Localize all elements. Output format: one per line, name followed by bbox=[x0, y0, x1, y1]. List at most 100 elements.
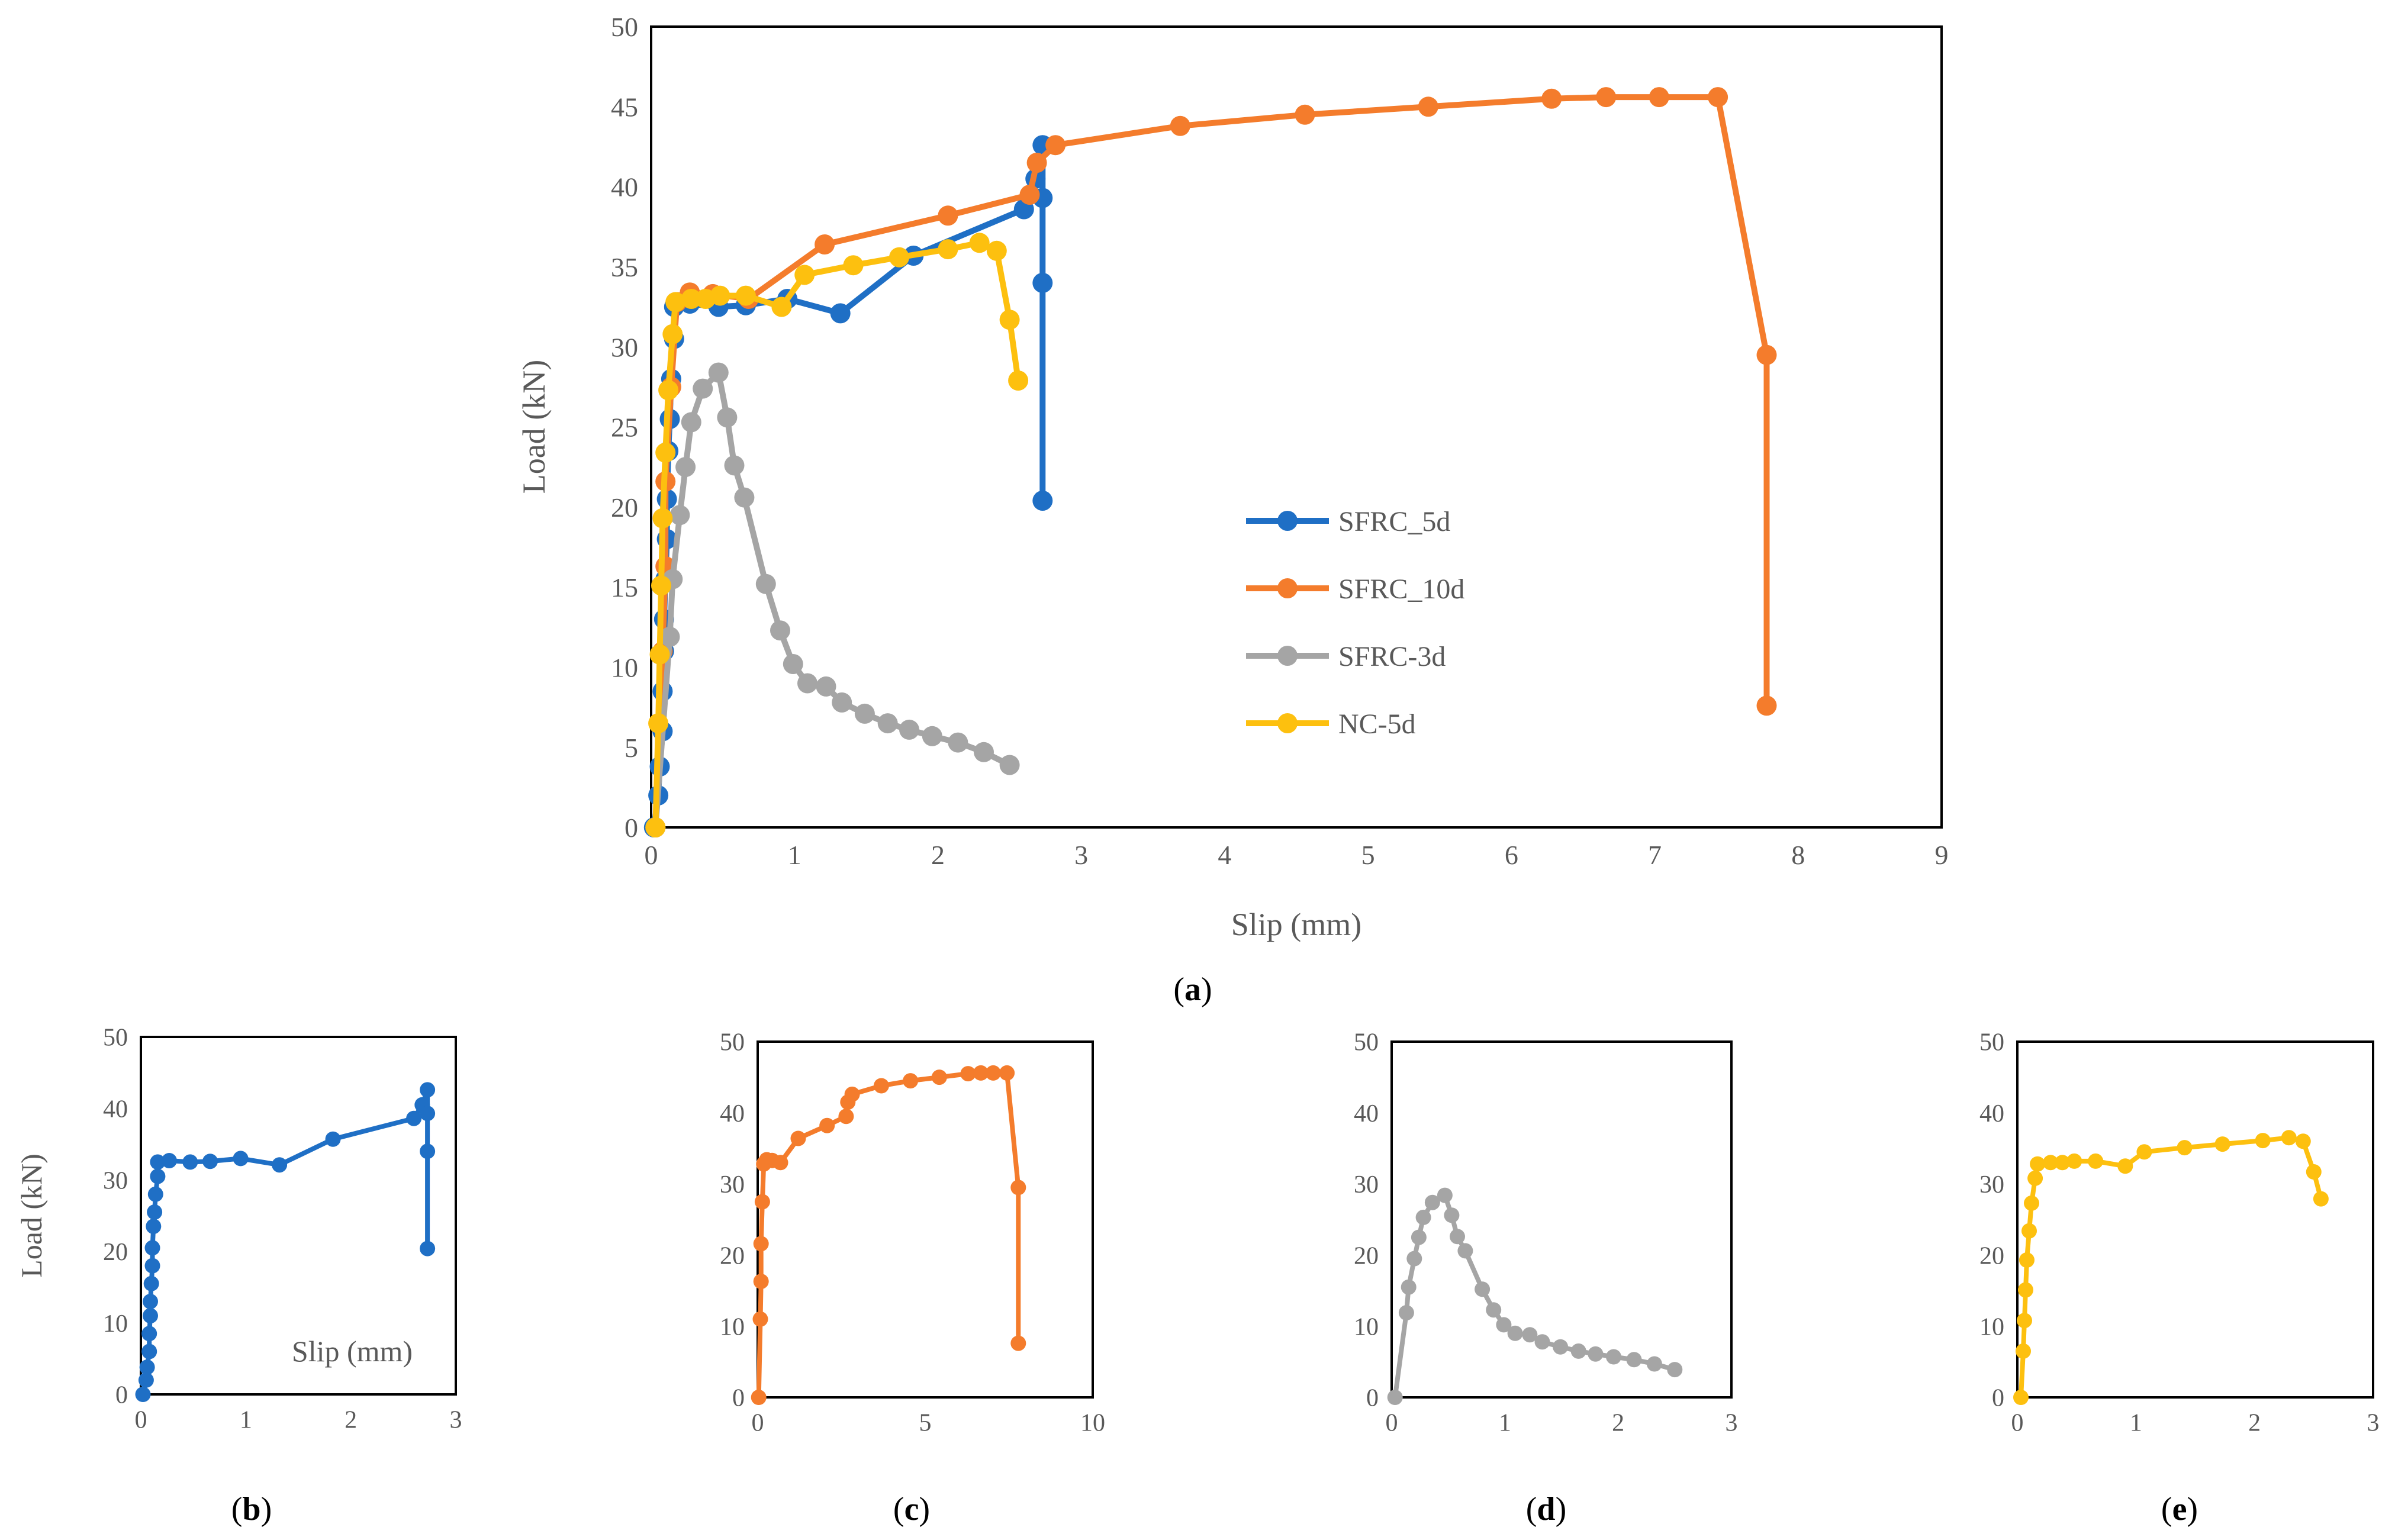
x-tick-label: 1 bbox=[788, 840, 801, 870]
data-point bbox=[2214, 1136, 2230, 1152]
y-tick-label: 30 bbox=[720, 1171, 745, 1199]
data-point bbox=[662, 324, 683, 344]
data-point bbox=[143, 1308, 158, 1324]
data-point bbox=[708, 362, 729, 383]
data-point bbox=[819, 1117, 835, 1133]
legend-swatch-marker bbox=[1277, 646, 1298, 666]
y-tick-label: 30 bbox=[1979, 1171, 2004, 1199]
x-tick-label: 5 bbox=[919, 1410, 932, 1437]
data-point bbox=[783, 654, 803, 674]
series-line bbox=[652, 369, 1013, 830]
data-point bbox=[144, 1240, 160, 1256]
panel-label-letter: c bbox=[904, 1491, 919, 1528]
data-point bbox=[648, 713, 669, 734]
y-tick-label: 40 bbox=[103, 1096, 128, 1123]
y-tick-label: 30 bbox=[103, 1167, 128, 1194]
panel-label-close: ) bbox=[919, 1491, 930, 1528]
y-tick-label: 40 bbox=[611, 172, 638, 202]
x-tick-label: 9 bbox=[1935, 840, 1949, 870]
data-point bbox=[2088, 1153, 2104, 1169]
y-tick-label: 10 bbox=[1979, 1314, 2004, 1341]
data-point bbox=[752, 1311, 768, 1327]
x-tick-label: 2 bbox=[345, 1407, 357, 1434]
panel-label-open: ( bbox=[1173, 971, 1184, 1008]
x-tick-label: 1 bbox=[240, 1407, 252, 1434]
series-line bbox=[652, 94, 1770, 830]
data-point bbox=[1596, 87, 1617, 108]
data-point bbox=[2018, 1282, 2033, 1298]
panel-label-close: ) bbox=[261, 1491, 272, 1528]
data-point bbox=[1667, 1362, 1683, 1378]
y-tick-label: 50 bbox=[1354, 1029, 1379, 1056]
data-point bbox=[649, 644, 670, 665]
data-point bbox=[938, 205, 958, 226]
data-point bbox=[1606, 1349, 1621, 1365]
data-point bbox=[141, 1344, 157, 1359]
x-tick-label: 0 bbox=[2011, 1410, 2024, 1437]
x-tick-label: 1 bbox=[2130, 1410, 2142, 1437]
x-tick-label: 3 bbox=[1074, 840, 1088, 870]
data-point bbox=[1418, 96, 1438, 117]
data-point bbox=[717, 407, 738, 428]
y-tick-label: 0 bbox=[1366, 1385, 1379, 1412]
x-tick-label: 2 bbox=[2248, 1410, 2261, 1437]
panel-label-letter: a bbox=[1184, 971, 1201, 1008]
data-point bbox=[1437, 1187, 1453, 1203]
data-point bbox=[143, 1275, 159, 1291]
data-point bbox=[999, 755, 1020, 775]
x-tick-label: 8 bbox=[1791, 840, 1805, 870]
data-point bbox=[1019, 185, 1040, 205]
data-point bbox=[931, 1069, 947, 1085]
chart-e: 0 10 20 30 40 50 0 1 2 3 (e) bbox=[1979, 1029, 2380, 1528]
x-tick-label: 6 bbox=[1505, 840, 1518, 870]
data-point bbox=[420, 1241, 436, 1257]
data-point bbox=[843, 255, 864, 276]
y-tick-label: 30 bbox=[1354, 1171, 1379, 1199]
x-tick-label: 2 bbox=[1612, 1410, 1624, 1437]
data-point bbox=[1588, 1346, 1604, 1362]
panel-label-letter: b bbox=[242, 1491, 260, 1528]
data-point bbox=[771, 297, 792, 317]
data-point bbox=[1170, 115, 1190, 136]
x-axis-title: Slip (mm) bbox=[292, 1335, 413, 1368]
series-NC-5d bbox=[645, 233, 1029, 837]
y-tick-label: 40 bbox=[1354, 1100, 1379, 1127]
legend-item: SFRC-3d bbox=[1246, 641, 1446, 672]
y-tick-label: 10 bbox=[611, 653, 638, 683]
data-point bbox=[1534, 1334, 1550, 1350]
data-point bbox=[202, 1154, 218, 1170]
series-line bbox=[2019, 1135, 2323, 1400]
x-tick-label: 1 bbox=[1499, 1410, 1511, 1437]
legend-label: NC-5d bbox=[1338, 708, 1416, 740]
data-point bbox=[655, 442, 676, 463]
data-point bbox=[1756, 695, 1777, 716]
y-tick-label: 50 bbox=[1979, 1029, 2004, 1056]
y-tick-label: 0 bbox=[115, 1382, 128, 1409]
data-point bbox=[1415, 1209, 1431, 1225]
data-point bbox=[790, 1130, 806, 1146]
data-point bbox=[420, 1106, 436, 1122]
data-point bbox=[141, 1326, 157, 1342]
y-tick-label: 10 bbox=[103, 1310, 128, 1338]
data-point bbox=[1401, 1279, 1417, 1295]
data-point bbox=[2055, 1155, 2071, 1171]
data-point bbox=[693, 378, 713, 399]
data-point bbox=[144, 1258, 160, 1274]
data-point bbox=[1008, 370, 1029, 391]
data-point bbox=[2013, 1390, 2029, 1405]
data-point bbox=[753, 1236, 769, 1252]
panel-label-letter: e bbox=[2172, 1491, 2187, 1528]
panel-label-close: ) bbox=[1201, 971, 1212, 1008]
data-point bbox=[1295, 104, 1315, 125]
data-point bbox=[182, 1154, 198, 1170]
data-point bbox=[1486, 1302, 1502, 1318]
data-point bbox=[2019, 1252, 2035, 1268]
x-axis-title: Slip (mm) bbox=[1231, 907, 1362, 942]
data-point bbox=[889, 247, 909, 268]
legend-swatch-marker bbox=[1277, 511, 1298, 531]
plot-frame-e bbox=[2016, 1040, 2374, 1399]
panel-label-open: ( bbox=[2161, 1491, 2172, 1528]
data-point bbox=[652, 508, 673, 529]
